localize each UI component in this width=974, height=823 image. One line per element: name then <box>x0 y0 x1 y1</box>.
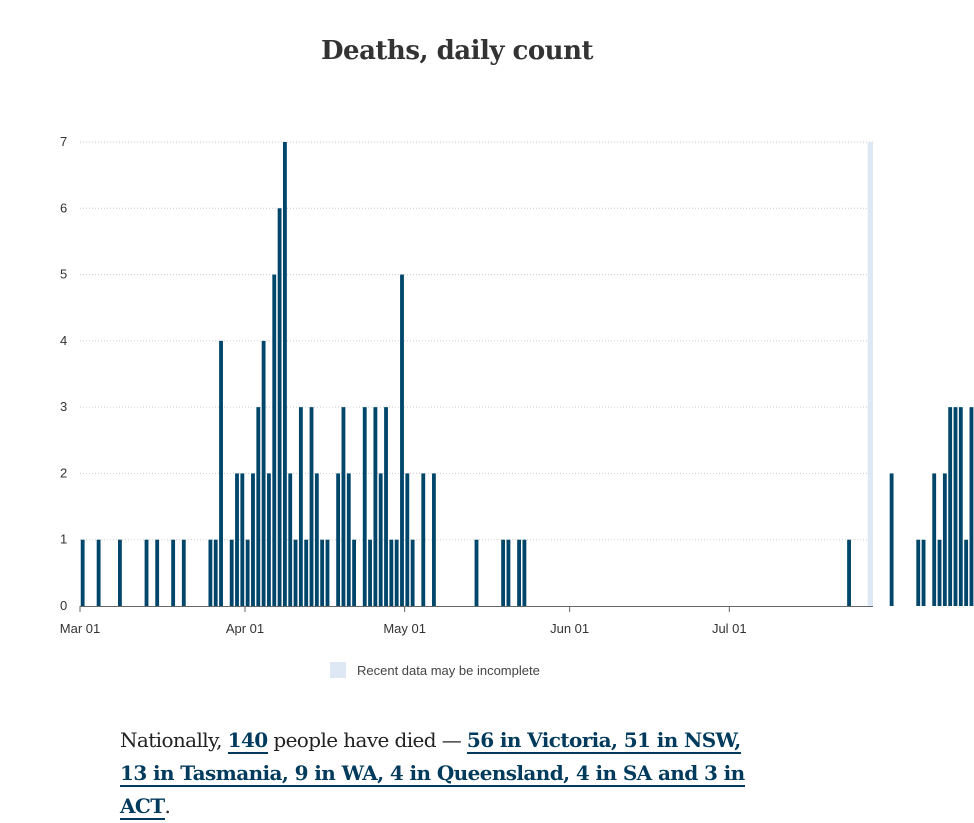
bar-day-14 <box>155 539 160 606</box>
bar-day-25 <box>213 539 218 606</box>
bar-day-83 <box>522 539 527 606</box>
bar-day-167 <box>969 407 974 606</box>
bar-day-40 <box>293 539 298 606</box>
chart-legend: Recent data may be incomplete <box>330 662 540 678</box>
bar-day-38 <box>282 142 287 606</box>
bar-day-35 <box>267 473 271 606</box>
bar-day-29 <box>235 473 239 606</box>
x-tick-label: Jun 01 <box>550 621 589 636</box>
bar-day-55 <box>373 407 378 606</box>
bar-day-61 <box>405 473 410 606</box>
bar-day-56 <box>378 473 383 606</box>
bar-day-165 <box>958 407 963 606</box>
bar-day-45 <box>320 539 325 606</box>
bar-day-160 <box>932 473 937 606</box>
y-tick-label: 3 <box>60 399 67 414</box>
bar-day-58 <box>389 539 394 606</box>
summary-paragraph: Nationally, 140 people have died — 56 in… <box>120 724 760 823</box>
bar-day-62 <box>410 539 415 606</box>
bar-day-74 <box>474 539 479 606</box>
bar-day-66 <box>432 473 436 606</box>
x-tick-label: Mar 01 <box>60 621 100 636</box>
bar-day-26 <box>219 340 223 606</box>
bar-day-152 <box>889 473 894 606</box>
bar-day-34 <box>261 340 266 606</box>
bar-day-31 <box>245 539 250 606</box>
x-tick-label: May 01 <box>383 621 426 636</box>
bar-day-48 <box>336 473 341 606</box>
bar-day-163 <box>948 407 953 606</box>
legend-swatch-incomplete <box>330 662 346 678</box>
bar-day-0 <box>80 539 85 606</box>
bar-day-57 <box>384 407 388 606</box>
bar-day-79 <box>501 539 506 606</box>
incomplete-data-region <box>867 142 873 606</box>
y-tick-label: 1 <box>60 532 67 547</box>
bars-layer <box>80 142 974 607</box>
bar-day-19 <box>181 539 186 606</box>
bar-day-49 <box>341 407 346 606</box>
bar-day-41 <box>298 407 303 606</box>
bar-day-42 <box>304 539 309 606</box>
grid-layer <box>80 141 873 541</box>
incomplete-layer <box>867 142 873 606</box>
bar-day-44 <box>314 473 319 606</box>
bar-day-50 <box>346 473 351 606</box>
y-tick-label: 4 <box>60 333 67 348</box>
bar-day-162 <box>942 473 947 606</box>
bar-day-59 <box>394 539 399 606</box>
bar-day-80 <box>506 539 511 606</box>
bar-day-17 <box>171 539 176 606</box>
deaths-bar-chart: 0 1 2 3 4 5 6 7 Mar 01 Apr 01 May 01 Jun 01 Jul 01 <box>60 134 974 636</box>
summary-suffix: . <box>164 794 171 818</box>
y-tick-label: 6 <box>60 200 67 215</box>
bar-day-39 <box>288 473 293 606</box>
y-tick-label: 0 <box>60 598 67 613</box>
bar-day-82 <box>517 539 521 606</box>
bar-day-28 <box>229 539 234 606</box>
bar-day-12 <box>144 539 149 606</box>
legend-label: Recent data may be incomplete <box>357 662 540 678</box>
bar-day-54 <box>368 539 372 606</box>
bar-day-161 <box>937 539 942 606</box>
bar-day-37 <box>277 208 282 607</box>
bar-day-64 <box>421 473 426 606</box>
chart-title: Deaths, daily count <box>320 36 594 66</box>
bar-day-36 <box>272 274 277 606</box>
bar-day-144 <box>847 539 851 606</box>
axis-layer: 0 1 2 3 4 5 6 7 Mar 01 Apr 01 May 01 Jun 01 Jul 01 <box>60 134 873 636</box>
bar-day-157 <box>916 539 921 606</box>
bar-day-32 <box>251 473 255 606</box>
bar-day-53 <box>362 407 367 606</box>
bar-day-24 <box>208 539 213 606</box>
bar-day-51 <box>352 539 357 606</box>
bar-day-43 <box>309 407 314 606</box>
y-tick-label: 5 <box>60 267 67 282</box>
bar-day-7 <box>118 539 122 606</box>
y-tick-label: 7 <box>60 134 67 149</box>
x-tick-label: Apr 01 <box>226 621 264 636</box>
bar-day-33 <box>256 407 261 606</box>
bar-day-166 <box>964 539 969 606</box>
y-tick-label: 2 <box>60 465 67 480</box>
total-deaths-link[interactable]: 140 <box>227 728 268 754</box>
x-tick-label: Jul 01 <box>712 621 747 636</box>
summary-middle: people have died — <box>267 728 467 752</box>
bar-day-164 <box>953 407 958 606</box>
bar-day-60 <box>400 274 404 606</box>
bar-day-46 <box>325 539 330 606</box>
summary-prefix: Nationally, <box>120 728 228 752</box>
bar-day-3 <box>96 539 101 606</box>
bar-day-30 <box>240 473 245 606</box>
bar-day-158 <box>921 539 926 606</box>
